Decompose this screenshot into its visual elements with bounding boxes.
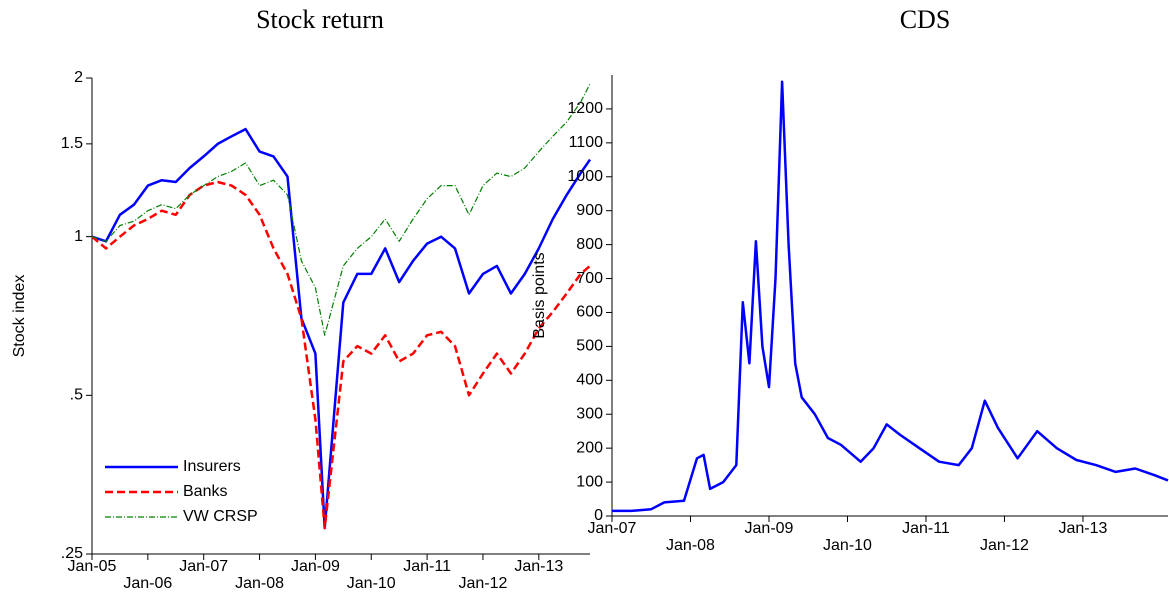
y-tick-label: .5 [70, 387, 83, 404]
series-line [91, 127, 592, 530]
x-tick-label: Jan-10 [823, 537, 872, 554]
x-tick-label: Jan-10 [347, 575, 396, 592]
x-tick-label: Jan-12 [980, 537, 1029, 554]
x-tick-label: Jan-08 [235, 575, 284, 592]
chart-title: CDS [900, 5, 951, 34]
x-tick-label: Jan-09 [291, 558, 340, 575]
x-tick-label: Jan-12 [458, 575, 507, 592]
y-axis-label: Stock index [11, 275, 28, 358]
y-tick-label: 200 [576, 439, 603, 456]
x-tick-label: Jan-09 [745, 520, 794, 537]
x-tick-label: Jan-08 [666, 537, 715, 554]
series-line [91, 83, 591, 336]
x-tick-label: Jan-13 [1059, 520, 1108, 537]
x-tick-label: Jan-11 [403, 558, 451, 575]
y-tick-label: 100 [576, 473, 603, 490]
x-tick-label: Jan-06 [123, 575, 172, 592]
x-tick-label: Jan-07 [588, 520, 637, 537]
y-tick-label: 300 [576, 405, 603, 422]
y-tick-label: 2 [74, 69, 83, 86]
legend-label: Insurers [183, 458, 241, 475]
x-tick-label: Jan-07 [179, 558, 228, 575]
y-tick-label: 1100 [569, 134, 604, 151]
series-line [91, 180, 591, 530]
y-axis-label: Basis points [531, 252, 548, 338]
y-tick-label: 600 [576, 304, 603, 321]
series-line [612, 80, 1169, 513]
legend-label: Banks [183, 483, 227, 500]
y-tick-label: 800 [576, 236, 603, 253]
y-tick-label: 1 [74, 228, 83, 245]
y-tick-label: 1200 [567, 100, 603, 117]
y-tick-label: 1.5 [61, 135, 83, 152]
x-tick-label: Jan-11 [902, 520, 950, 537]
x-tick-label: Jan-13 [514, 558, 563, 575]
y-tick-label: 500 [576, 338, 603, 355]
y-tick-label: 700 [576, 270, 603, 287]
y-tick-label: 0 [594, 507, 603, 524]
legend-label: VW CRSP [183, 508, 258, 525]
y-tick-label: 1000 [567, 168, 603, 185]
y-tick-label: .25 [61, 545, 83, 562]
y-tick-label: 900 [576, 202, 603, 219]
x-tick-label: Jan-05 [68, 558, 117, 575]
y-tick-label: 400 [576, 372, 603, 389]
chart-title: Stock return [256, 5, 384, 34]
